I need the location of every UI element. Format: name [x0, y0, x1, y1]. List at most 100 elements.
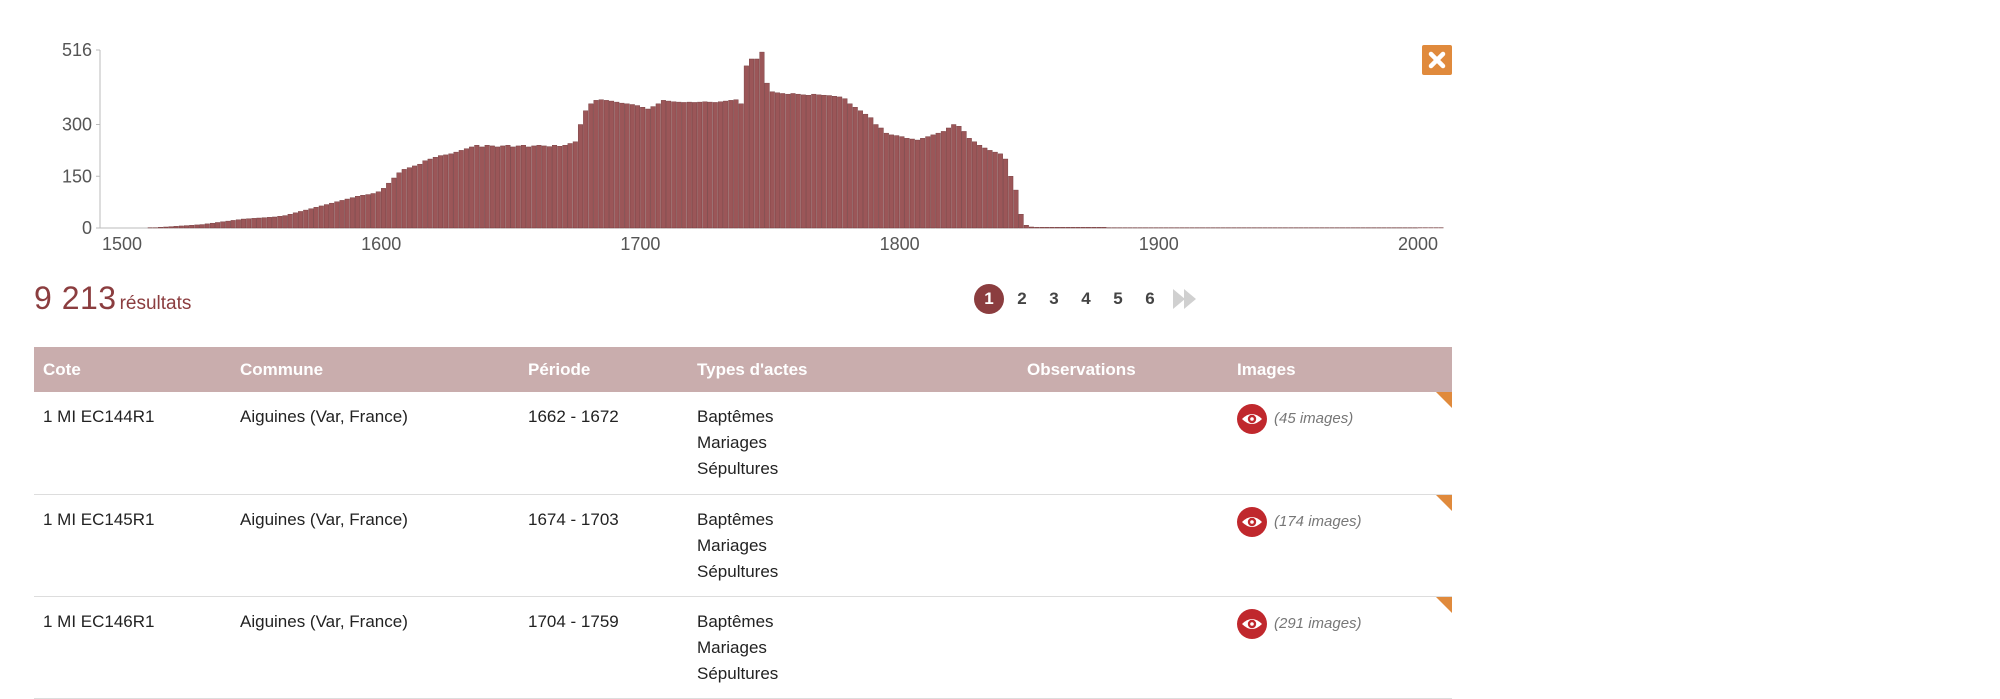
- histogram-bar[interactable]: [863, 114, 868, 228]
- histogram-bar[interactable]: [1034, 227, 1039, 228]
- histogram-bar[interactable]: [1060, 227, 1065, 228]
- histogram-bar[interactable]: [366, 195, 371, 228]
- histogram-bar[interactable]: [967, 138, 972, 228]
- table-row[interactable]: 1 MI EC144R1 Aiguines (Var, France) 1662…: [34, 392, 1452, 494]
- histogram-bar[interactable]: [977, 145, 982, 228]
- histogram-bar[interactable]: [257, 218, 262, 228]
- histogram-bar[interactable]: [1024, 225, 1029, 228]
- histogram-bar[interactable]: [843, 99, 848, 228]
- histogram-bar[interactable]: [604, 100, 609, 228]
- histogram-bar[interactable]: [837, 97, 842, 228]
- histogram-bar[interactable]: [221, 222, 226, 228]
- histogram-bar[interactable]: [993, 152, 998, 228]
- histogram-bar[interactable]: [1102, 227, 1107, 228]
- histogram-bar[interactable]: [381, 188, 386, 228]
- histogram-bar[interactable]: [231, 220, 236, 228]
- histogram-bar[interactable]: [905, 138, 910, 228]
- histogram-bar[interactable]: [210, 223, 215, 228]
- histogram-bar[interactable]: [635, 106, 640, 228]
- histogram-bar[interactable]: [682, 102, 687, 228]
- view-images-button[interactable]: [1237, 404, 1267, 434]
- histogram-bar[interactable]: [480, 147, 485, 228]
- histogram-bar[interactable]: [1076, 227, 1081, 228]
- page-6-button[interactable]: 6: [1134, 284, 1166, 314]
- histogram-bar[interactable]: [1071, 227, 1076, 228]
- histogram-bar[interactable]: [791, 93, 796, 228]
- histogram-bar[interactable]: [542, 146, 547, 228]
- histogram-bar[interactable]: [184, 226, 189, 228]
- table-row[interactable]: 1 MI EC146R1 Aiguines (Var, France) 1704…: [34, 596, 1452, 698]
- histogram-bar[interactable]: [910, 139, 915, 228]
- page-5-button[interactable]: 5: [1102, 284, 1134, 314]
- histogram-bar[interactable]: [697, 102, 702, 228]
- histogram-bar[interactable]: [786, 94, 791, 228]
- histogram-bar[interactable]: [879, 128, 884, 228]
- histogram-bar[interactable]: [293, 213, 298, 228]
- histogram-bar[interactable]: [988, 150, 993, 228]
- histogram-bar[interactable]: [319, 206, 324, 228]
- histogram-bar[interactable]: [858, 111, 863, 228]
- histogram-bar[interactable]: [780, 93, 785, 228]
- histogram-bar[interactable]: [692, 102, 697, 228]
- histogram-bar[interactable]: [734, 100, 739, 228]
- histogram-bar[interactable]: [386, 183, 391, 228]
- histogram-bar[interactable]: [506, 145, 511, 228]
- close-button[interactable]: [1422, 45, 1452, 75]
- histogram-bar[interactable]: [848, 104, 853, 228]
- histogram-bar[interactable]: [749, 59, 754, 228]
- histogram-bar[interactable]: [283, 216, 288, 228]
- histogram-bar[interactable]: [661, 100, 666, 228]
- histogram-bar[interactable]: [532, 146, 537, 228]
- histogram-bar[interactable]: [1003, 159, 1008, 228]
- histogram-bar[interactable]: [739, 104, 744, 228]
- histogram-bar[interactable]: [350, 198, 355, 228]
- histogram-bar[interactable]: [241, 219, 246, 228]
- histogram-bar[interactable]: [620, 103, 625, 228]
- histogram-bar[interactable]: [485, 145, 490, 228]
- column-header-periode[interactable]: Période: [519, 347, 688, 392]
- histogram-bar[interactable]: [428, 159, 433, 228]
- histogram-bar[interactable]: [1050, 227, 1055, 228]
- histogram-bar[interactable]: [303, 210, 308, 228]
- histogram-bar[interactable]: [335, 202, 340, 228]
- histogram-bar[interactable]: [599, 100, 604, 228]
- histogram-bar[interactable]: [625, 104, 630, 228]
- histogram-bar[interactable]: [433, 157, 438, 228]
- histogram-bar[interactable]: [874, 125, 879, 228]
- histogram-bar[interactable]: [1091, 227, 1096, 228]
- histogram-bar[interactable]: [718, 102, 723, 228]
- histogram-bar[interactable]: [656, 104, 661, 228]
- histogram-bar[interactable]: [817, 95, 822, 228]
- histogram-bar[interactable]: [392, 178, 397, 228]
- page-4-button[interactable]: 4: [1070, 284, 1102, 314]
- histogram-bar[interactable]: [195, 225, 200, 228]
- column-header-observations[interactable]: Observations: [1018, 347, 1228, 392]
- histogram-bar[interactable]: [360, 195, 365, 228]
- histogram-bar[interactable]: [469, 147, 474, 228]
- histogram-bar[interactable]: [215, 222, 220, 228]
- histogram-bar[interactable]: [687, 102, 692, 228]
- histogram-bar[interactable]: [547, 147, 552, 228]
- histogram-bar[interactable]: [464, 149, 469, 228]
- histogram-bar[interactable]: [288, 214, 293, 228]
- view-images-button[interactable]: [1237, 609, 1267, 639]
- histogram-bar[interactable]: [972, 142, 977, 228]
- histogram-bar[interactable]: [931, 135, 936, 228]
- histogram-bar[interactable]: [402, 169, 407, 228]
- page-2-button[interactable]: 2: [1006, 284, 1038, 314]
- histogram-bar[interactable]: [801, 95, 806, 228]
- page-3-button[interactable]: 3: [1038, 284, 1070, 314]
- histogram-bar[interactable]: [583, 111, 588, 228]
- histogram-bar[interactable]: [754, 59, 759, 228]
- histogram-bar[interactable]: [832, 96, 837, 228]
- histogram-bar[interactable]: [651, 107, 656, 228]
- histogram-bar[interactable]: [345, 199, 350, 228]
- column-header-commune[interactable]: Commune: [231, 347, 519, 392]
- histogram-bar[interactable]: [936, 133, 941, 228]
- histogram-bar[interactable]: [423, 161, 428, 228]
- histogram-bar[interactable]: [1008, 176, 1013, 228]
- page-1-button[interactable]: 1: [974, 284, 1004, 314]
- histogram-bar[interactable]: [298, 211, 303, 228]
- histogram-bar[interactable]: [205, 224, 210, 228]
- histogram-bar[interactable]: [278, 216, 283, 228]
